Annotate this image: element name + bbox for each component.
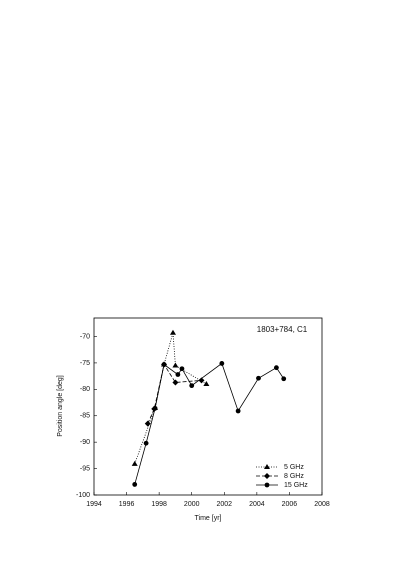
legend-label: 15 GHz — [284, 482, 308, 489]
x-tick-label: 2004 — [249, 501, 265, 508]
marker — [179, 366, 185, 372]
marker — [161, 362, 167, 367]
legend-label: 8 GHz — [284, 473, 304, 480]
x-tick-label: 2008 — [314, 501, 330, 508]
y-tick-label: -95 — [80, 465, 90, 472]
marker — [172, 379, 179, 386]
x-tick-label: 1996 — [119, 501, 135, 508]
marker — [219, 361, 225, 366]
x-tick-label: 2006 — [282, 501, 298, 508]
y-axis-label: Position angle [deg] — [57, 375, 64, 437]
annotation: 1803+784, C1 — [257, 325, 308, 334]
marker — [281, 376, 287, 382]
y-tick-label: -75 — [80, 360, 90, 367]
marker — [144, 420, 151, 427]
x-tick-label: 1998 — [151, 501, 167, 508]
x-tick-label: 2002 — [216, 501, 232, 508]
marker — [264, 464, 270, 469]
series-line — [147, 363, 202, 424]
marker — [189, 383, 195, 389]
marker — [203, 381, 210, 387]
y-tick-label: -70 — [80, 333, 90, 340]
x-tick-label: 1994 — [86, 501, 102, 508]
x-axis-label: Time [yr] — [195, 515, 222, 522]
marker — [235, 408, 241, 414]
series-line — [134, 362, 285, 485]
marker — [152, 405, 158, 411]
marker — [169, 329, 176, 335]
marker — [198, 377, 205, 384]
marker — [264, 473, 270, 479]
y-tick-label: -90 — [80, 439, 90, 446]
legend-label: 5 GHz — [284, 464, 304, 471]
marker — [131, 460, 138, 466]
marker — [264, 482, 270, 488]
marker — [274, 365, 279, 371]
marker — [132, 482, 138, 487]
y-tick-label: -100 — [76, 492, 90, 499]
marker — [175, 372, 181, 377]
marker — [143, 440, 149, 446]
marker — [172, 362, 179, 368]
y-tick-label: -80 — [80, 386, 90, 393]
x-tick-label: 2000 — [184, 501, 200, 508]
marker — [256, 375, 261, 381]
plot-frame — [93, 317, 323, 496]
y-tick-label: -85 — [80, 413, 90, 420]
